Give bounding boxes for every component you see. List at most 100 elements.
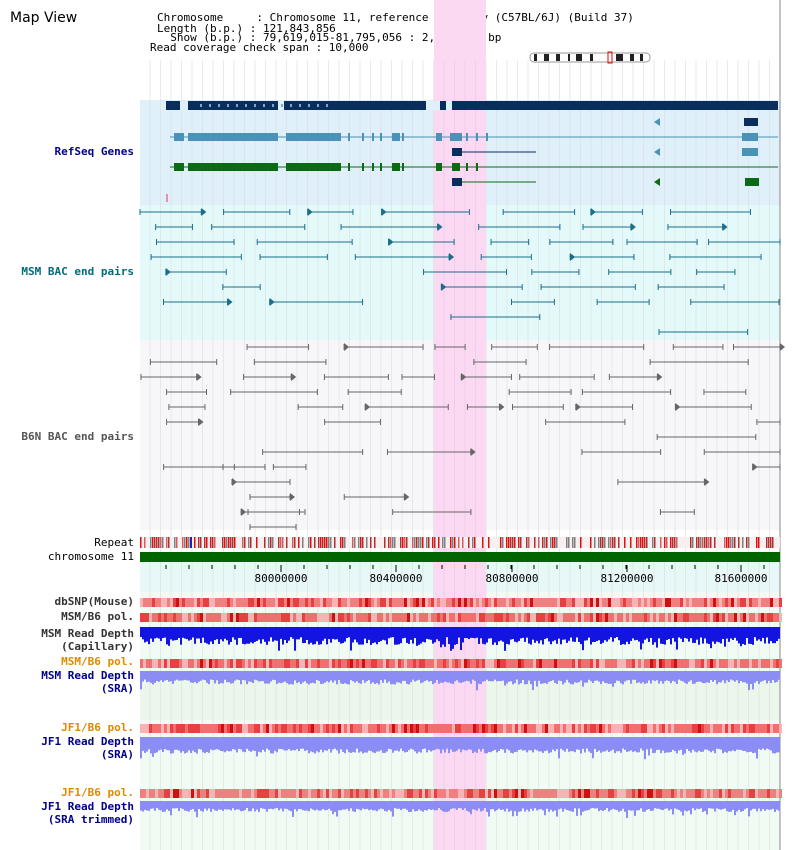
repeat-mark (438, 537, 440, 548)
dbsnp-heat (749, 598, 752, 607)
jf1-sra-depth (312, 737, 314, 753)
msm-b6-pol-heat (416, 613, 419, 622)
msm-b6-pol-heat (722, 659, 725, 668)
jf1-b6-pol-heat (536, 789, 539, 798)
msm-b6-pol-heat (725, 659, 728, 668)
msm-sra-depth (708, 671, 710, 683)
dbsnp-heat (413, 598, 416, 607)
msm-capillary-depth (628, 627, 630, 645)
msm-b6-pol-heat (656, 613, 659, 622)
repeat-mark (676, 537, 678, 548)
repeat-mark (556, 537, 558, 548)
jf1-b6-pol-heat (701, 789, 704, 798)
msm-b6-pol-heat (179, 613, 182, 622)
jf1-sra-trimmed-depth (576, 801, 578, 816)
msm-b6-pol-heat (320, 659, 323, 668)
jf1-b6-pol-heat (311, 789, 314, 798)
dbsnp-heat (680, 598, 683, 607)
repeat-mark (638, 537, 640, 548)
msm-sra-depth (544, 671, 546, 684)
msm-b6-pol-heat (650, 659, 653, 668)
repeat-mark (390, 537, 392, 548)
jf1-b6-pol-heat (707, 789, 710, 798)
msm-capillary-depth (720, 627, 722, 644)
jf1-sra-depth (480, 737, 482, 752)
jf1-sra-trimmed-depth (612, 801, 614, 809)
dbsnp-heat (419, 598, 422, 607)
msm-capillary-depth (674, 627, 676, 642)
repeat-mark (758, 537, 760, 548)
jf1-sra-trimmed-depth (580, 801, 582, 816)
msm-b6-pol-heat (416, 659, 419, 668)
jf1-b6-pol-heat (614, 789, 617, 798)
jf1-b6-pol-heat (509, 789, 512, 798)
jf1-sra-trimmed-depth (758, 801, 760, 809)
msm-sra-depth (378, 671, 380, 685)
jf1-b6-pol-heat (698, 724, 701, 733)
msm-capillary-depth (564, 627, 566, 640)
msm-b6-pol-heat (515, 613, 518, 622)
msm-b6-pol-heat (344, 659, 347, 668)
jf1-sra-trimmed-depth (774, 801, 776, 812)
msm-sra-depth (716, 671, 718, 685)
dbsnp-heat (734, 598, 737, 607)
msm-b6-pol-heat (227, 613, 230, 622)
repeat-mark (654, 537, 656, 548)
gene-exon (286, 133, 341, 141)
dbsnp-heat (248, 598, 251, 607)
msm-sra-depth (634, 671, 636, 680)
repeat-mark (286, 537, 288, 548)
jf1-sra-trimmed-depth (278, 801, 280, 811)
msm-b6-pol-heat (188, 659, 191, 668)
gene-exon (402, 133, 404, 141)
jf1-sra-depth (146, 737, 148, 752)
jf1-b6-pol-heat (143, 789, 146, 798)
msm-b6-pol-heat (716, 659, 719, 668)
jf1-sra-depth (152, 737, 154, 757)
repeat-mark (450, 537, 452, 548)
jf1-sra-depth (622, 737, 624, 749)
msm-capillary-depth (160, 627, 162, 641)
dbsnp-heat (263, 598, 266, 607)
msm-sra-depth (568, 671, 570, 683)
dbsnp-heat (374, 598, 377, 607)
jf1-sra-depth (746, 737, 748, 753)
jf1-sra-trimmed-depth (398, 801, 400, 809)
msm-capillary-depth (648, 627, 650, 642)
msm-b6-pol-heat (767, 659, 770, 668)
jf1-sra-depth (628, 737, 630, 752)
repeat-mark (566, 537, 568, 548)
jf1-sra-depth (744, 737, 746, 751)
gene-exon (362, 163, 364, 171)
jf1-b6-pol-heat (389, 724, 392, 733)
bac-end-arrow (675, 403, 681, 411)
msm-sra-depth (422, 671, 424, 683)
msm-b6-pol-heat (146, 659, 149, 668)
dbsnp-heat (191, 598, 194, 607)
jf1-b6-pol-heat (428, 724, 431, 733)
msm-sra-depth (178, 671, 180, 681)
jf1-sra-trimmed-depth (290, 801, 292, 812)
jf1-sra-trimmed-depth (502, 801, 504, 810)
msm-sra-depth (284, 671, 286, 682)
msm-b6-pol-heat (335, 613, 338, 622)
dbsnp-heat (389, 598, 392, 607)
msm-sra-depth (628, 671, 630, 681)
dbsnp-heat (662, 598, 665, 607)
msm-capillary-depth (374, 627, 376, 643)
jf1-b6-pol-heat (395, 789, 398, 798)
jf1-sra-depth (446, 737, 448, 749)
msm-sra-depth (428, 671, 430, 682)
msm-capillary-depth (172, 627, 174, 641)
jf1-sra-depth (776, 737, 778, 753)
jf1-sra-trimmed-depth (470, 801, 472, 815)
msm-capillary-depth (462, 627, 464, 643)
jf1-sra-depth (166, 737, 168, 751)
msm-capillary-depth (678, 627, 680, 638)
msm-capillary-depth (360, 627, 362, 645)
msm-b6-pol-heat (497, 659, 500, 668)
repeat-mark (426, 537, 428, 548)
msm-sra-depth (602, 671, 604, 682)
